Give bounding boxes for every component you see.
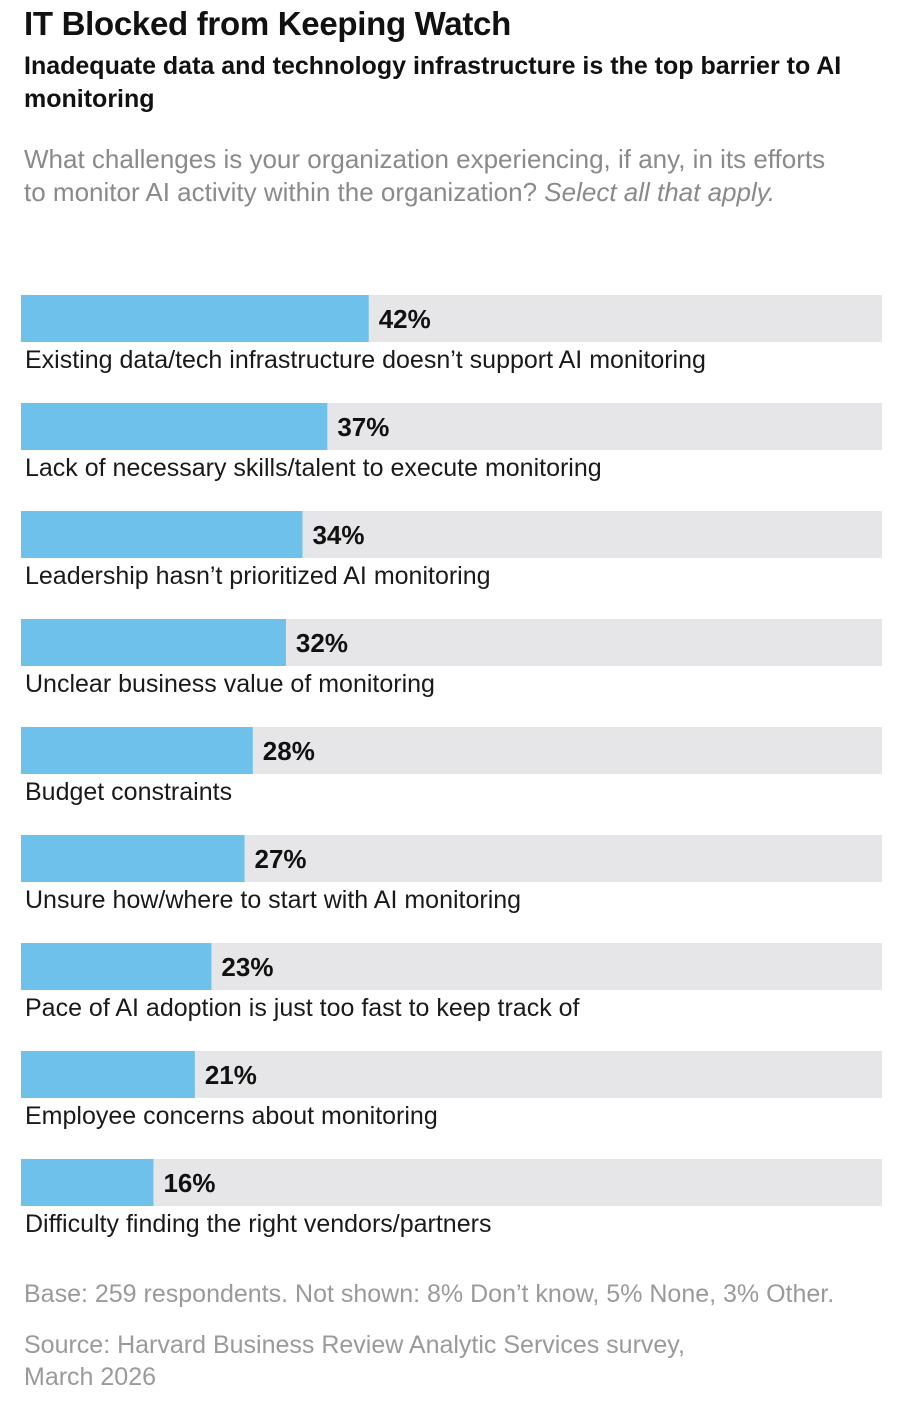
bar-value-label: 21% xyxy=(205,1060,257,1090)
bar xyxy=(21,943,212,990)
bar-category-label: Leadership hasn’t prioritized AI monitor… xyxy=(25,562,491,590)
bar-category-label: Difficulty finding the right vendors/par… xyxy=(25,1210,491,1238)
chart-title: IT Blocked from Keeping Watch xyxy=(24,5,511,42)
bar xyxy=(21,835,245,882)
bar-category-label: Existing data/tech infrastructure doesn’… xyxy=(25,346,706,374)
bar xyxy=(21,403,328,450)
bar-value-label: 16% xyxy=(163,1168,215,1198)
survey-question: What challenges is your organization exp… xyxy=(24,143,844,209)
bar-value-label: 28% xyxy=(263,736,315,766)
bar-value-label: 32% xyxy=(296,628,348,658)
bar xyxy=(21,1159,154,1206)
bar-value-label: 34% xyxy=(312,520,364,550)
bar-category-label: Budget constraints xyxy=(25,778,232,806)
bar xyxy=(21,619,286,666)
bar-category-label: Unsure how/where to start with AI monito… xyxy=(25,886,521,914)
bar-category-label: Lack of necessary skills/talent to execu… xyxy=(25,454,602,482)
bar-value-label: 27% xyxy=(255,844,307,874)
bar-value-label: 42% xyxy=(379,304,431,334)
bar-category-label: Pace of AI adoption is just too fast to … xyxy=(25,994,580,1022)
bar xyxy=(21,1051,195,1098)
bar-chart-svg: 42% Existing data/tech infrastructure doe… xyxy=(21,295,882,1238)
bar-track xyxy=(21,1159,882,1206)
bar-value-label: 23% xyxy=(221,952,273,982)
bar-category-label: Unclear business value of monitoring xyxy=(25,670,435,698)
bar xyxy=(21,511,303,558)
bar-chart: 42% Existing data/tech infrastructure doe… xyxy=(0,280,912,1260)
bar xyxy=(21,727,253,774)
source-note: Source: Harvard Business Review Analytic… xyxy=(24,1331,685,1391)
question-instruction: Select all that apply. xyxy=(544,177,776,207)
bar-value-label: 37% xyxy=(337,412,389,442)
bar xyxy=(21,295,369,342)
base-note: Base: 259 respondents. Not shown: 8% Don… xyxy=(24,1280,835,1308)
question-text: What challenges is your organization exp… xyxy=(24,144,826,207)
bar-category-label: Employee concerns about monitoring xyxy=(25,1102,438,1130)
chart-subtitle: Inadequate data and technology infrastru… xyxy=(24,52,842,113)
